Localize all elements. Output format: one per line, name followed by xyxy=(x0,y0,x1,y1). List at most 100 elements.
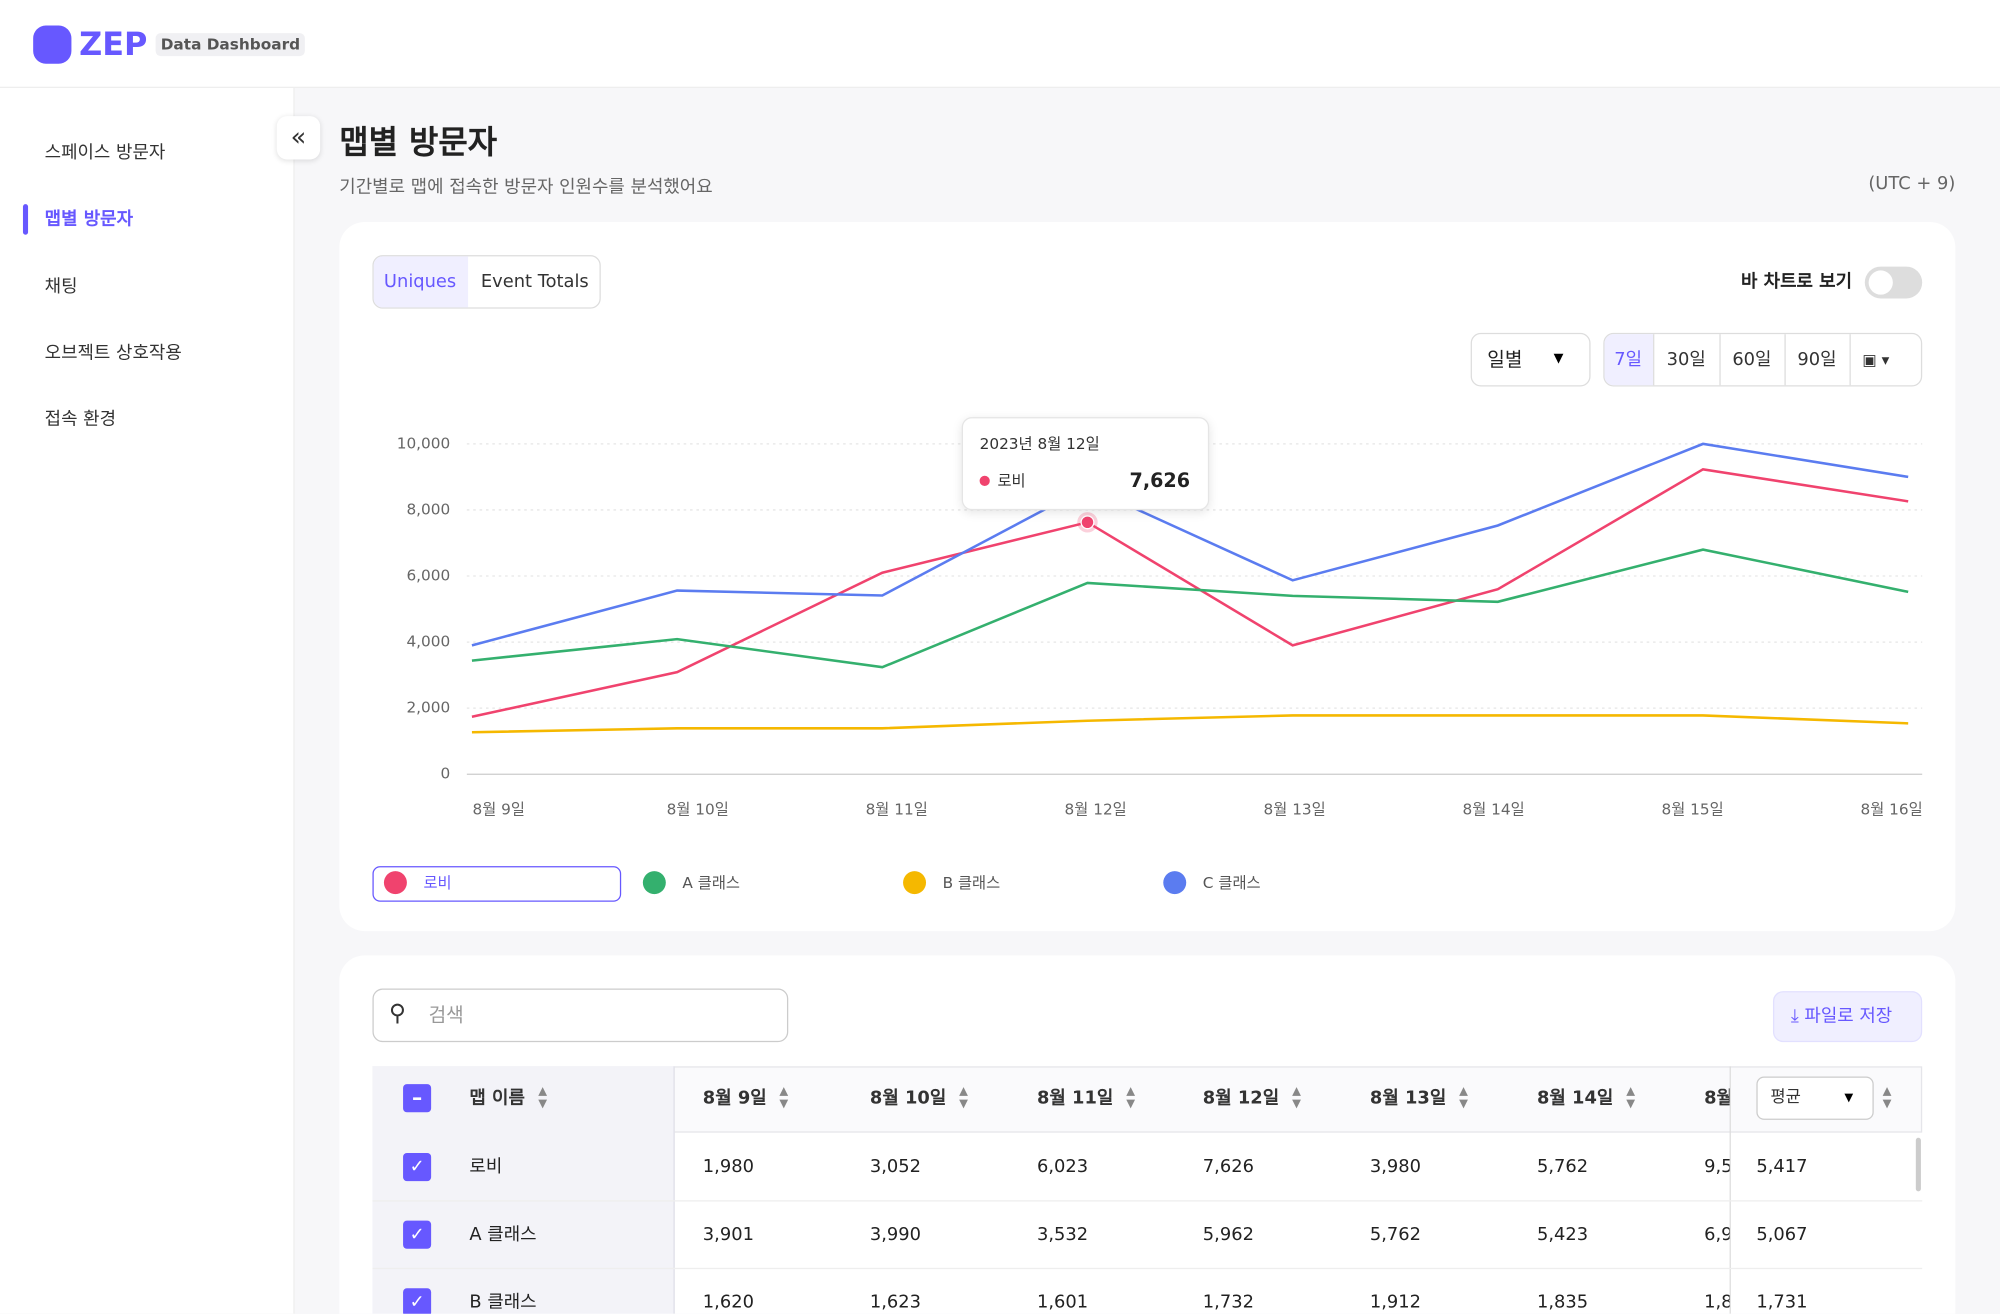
divider xyxy=(1653,334,1655,386)
header-checkbox[interactable]: – xyxy=(403,1084,432,1113)
legend-label[interactable]: B 클래스 xyxy=(942,873,1001,892)
calendar-button[interactable]: ▣ ▾ xyxy=(1862,350,1890,369)
table-cell: 5,762 xyxy=(1536,1156,1589,1178)
search-box[interactable] xyxy=(372,988,789,1043)
table-cell: 1,835 xyxy=(1536,1292,1589,1313)
tab[interactable]: Uniques xyxy=(383,271,457,293)
interval-text: 일별 xyxy=(1487,348,1523,372)
legend-dot[interactable] xyxy=(383,871,407,895)
table-cell: 7,626 xyxy=(1202,1156,1254,1178)
nav-item[interactable]: 오브젝트 상호작용 xyxy=(44,342,182,364)
range-active-bg xyxy=(1604,334,1654,386)
table-cell: A 클래스 xyxy=(469,1224,537,1245)
page-title: 맵별 방문자 xyxy=(339,123,498,161)
toggle-knob xyxy=(1868,270,1893,295)
nav-item[interactable]: 접속 환경 xyxy=(44,409,117,431)
tooltip-series: 로비 xyxy=(997,471,1026,490)
sort-icon[interactable]: ▲ ▼ xyxy=(1126,1085,1136,1111)
table-cell: 3,990 xyxy=(869,1224,922,1245)
column-header[interactable]: 8월 12일 xyxy=(1202,1088,1280,1109)
average-select[interactable] xyxy=(1756,1076,1874,1120)
range-button[interactable]: 60일 xyxy=(1732,349,1772,370)
table-cell: 1,731 xyxy=(1756,1292,1808,1313)
range-button[interactable]: 7일 xyxy=(1614,349,1643,370)
column-header[interactable]: 8월 10일 xyxy=(869,1088,947,1109)
legend-selected-box xyxy=(372,866,622,902)
sort-icon: ▲ ▼ xyxy=(1882,1085,1892,1111)
table-cell: 1,732 xyxy=(1202,1292,1254,1313)
nav-item[interactable]: 스페이스 방문자 xyxy=(44,142,166,164)
tooltip xyxy=(961,417,1210,511)
sort-icon[interactable]: ▲ ▼ xyxy=(1626,1085,1636,1111)
timezone: (UTC + 9) xyxy=(1868,173,1956,194)
column-header[interactable]: 8월 14일 xyxy=(1536,1088,1614,1109)
table-cell: 6,9 xyxy=(1704,1224,1730,1245)
row-checkbox[interactable]: ✓ xyxy=(403,1220,432,1249)
page-subtitle: 기간별로 맵에 접속한 방문자 인원수를 분석했어요 xyxy=(339,177,713,198)
tab[interactable]: Event Totals xyxy=(480,271,589,293)
divider xyxy=(1784,334,1786,386)
avg-col-border xyxy=(1729,1066,1731,1314)
legend-dot[interactable] xyxy=(903,871,927,895)
column-header[interactable]: 맵 이름 xyxy=(469,1088,525,1109)
legend-dot[interactable] xyxy=(642,871,666,895)
legend-label[interactable]: C 클래스 xyxy=(1202,873,1261,892)
download-text: ⤓ 파일로 저장 xyxy=(1790,1006,1893,1027)
range-button[interactable]: 90일 xyxy=(1797,349,1837,370)
sort-icon[interactable]: ▲ ▼ xyxy=(1292,1085,1301,1111)
legend-dot[interactable] xyxy=(1163,871,1187,895)
toggle-label: 바 차트로 보기 xyxy=(1741,271,1853,293)
table-cell: B 클래스 xyxy=(469,1292,537,1313)
sort-icon[interactable]: ▲ ▼ xyxy=(779,1085,789,1111)
table-cell: 1,912 xyxy=(1369,1292,1422,1313)
table-cell: 5,067 xyxy=(1756,1224,1808,1245)
sidebar xyxy=(0,88,295,1314)
column-header[interactable]: 8월 xyxy=(1704,1088,1730,1109)
nav-active-bar xyxy=(22,204,29,236)
nav-item[interactable]: 맵별 방문자 xyxy=(44,209,134,230)
tab-active-bg xyxy=(373,256,469,308)
divider xyxy=(1719,334,1721,386)
row-checkbox[interactable]: ✓ xyxy=(403,1153,432,1182)
tooltip-date: 2023년 8월 12일 xyxy=(979,434,1100,453)
table-cell: 5,417 xyxy=(1756,1156,1808,1178)
row-border xyxy=(372,1200,1923,1202)
tab-group xyxy=(372,255,601,309)
table-cell: 3,901 xyxy=(702,1224,754,1245)
table-cell: 5,762 xyxy=(1369,1224,1422,1245)
search-placeholder: 검색 xyxy=(428,1003,464,1027)
chart-card xyxy=(339,221,1956,932)
column-header[interactable]: 8월 11일 xyxy=(1036,1088,1114,1109)
nav-item[interactable]: 채팅 xyxy=(44,276,78,297)
table-cell: 1,623 xyxy=(869,1292,922,1313)
table-cell: 3,532 xyxy=(1036,1224,1089,1245)
sort-icon[interactable]: ▲ ▼ xyxy=(538,1085,548,1111)
row-checkbox[interactable]: ✓ xyxy=(403,1288,432,1314)
column-header[interactable]: 8월 9일 xyxy=(702,1088,767,1109)
sort-icon[interactable]: ▲ ▼ xyxy=(1459,1085,1469,1111)
collapse-button[interactable]: « xyxy=(276,116,321,160)
logo-icon xyxy=(33,25,72,64)
table-cell: 3,980 xyxy=(1369,1156,1422,1178)
table-cell: 1,980 xyxy=(702,1156,754,1178)
table-cell: 5,423 xyxy=(1536,1224,1589,1245)
legend-label[interactable]: 로비 xyxy=(423,873,452,892)
top-bar xyxy=(0,0,2000,89)
table-cell: 로비 xyxy=(469,1156,503,1178)
row-border xyxy=(372,1267,1923,1270)
interval-select[interactable] xyxy=(1470,332,1591,387)
scrollbar xyxy=(1915,1137,1921,1192)
caret: ▼ xyxy=(1553,352,1564,367)
legend-label[interactable]: A 클래스 xyxy=(682,873,740,892)
logo: ZEP xyxy=(79,25,148,63)
badge: Data Dashboard xyxy=(155,33,306,57)
column-header[interactable]: 8월 13일 xyxy=(1369,1088,1447,1109)
table-cell: 1,601 xyxy=(1036,1292,1089,1313)
sort-icon[interactable]: ▲ ▼ xyxy=(959,1085,969,1111)
table-cell: 5,962 xyxy=(1202,1224,1254,1245)
caret: ▼ xyxy=(1844,1091,1854,1105)
range-button[interactable]: 30일 xyxy=(1666,349,1706,370)
download-button[interactable] xyxy=(1772,991,1923,1043)
